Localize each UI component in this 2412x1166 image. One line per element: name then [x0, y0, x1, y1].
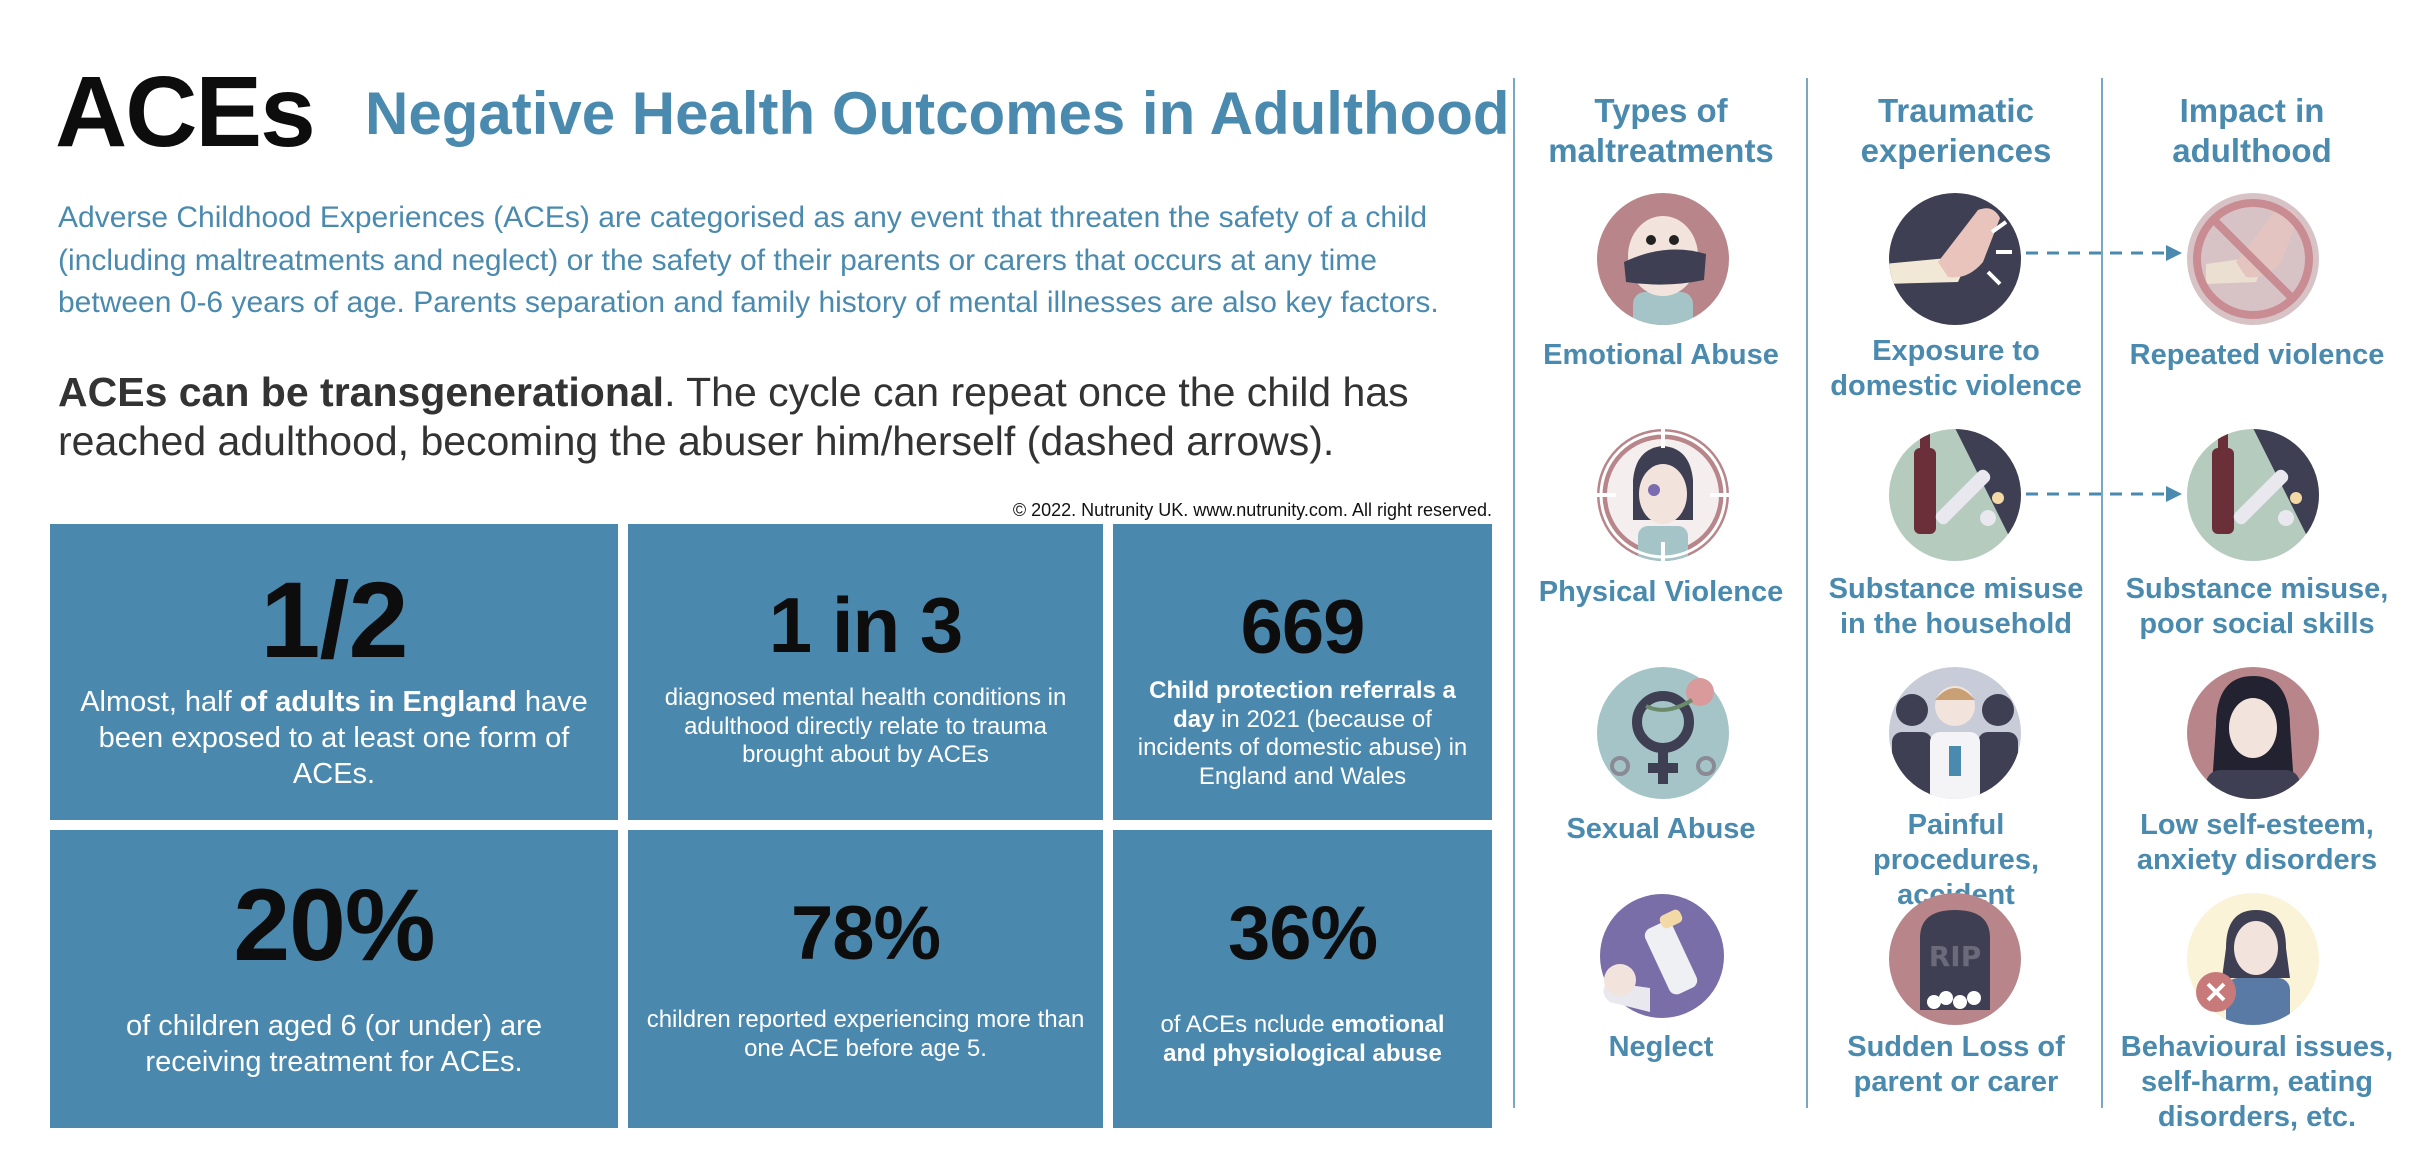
- painful-procedures-icon: [1889, 667, 2021, 799]
- stat-panel-36-percent: 36% of ACEs nclude emotional and physiol…: [1113, 830, 1492, 1128]
- column-divider-3: [2101, 78, 2103, 1108]
- repeated-violence-icon: [2187, 193, 2319, 325]
- stat-value: 78%: [790, 891, 941, 976]
- stat-description: of children aged 6 (or under) are receiv…: [126, 1010, 542, 1078]
- dashed-arrow-row2: [2026, 486, 2182, 502]
- stat-value: 1/2: [260, 559, 408, 680]
- stat-value: 1 in 3: [768, 581, 963, 669]
- copyright-notice: © 2022. Nutrunity UK. www.nutrunity.com.…: [1012, 500, 1492, 520]
- column-header-types: Types of maltreatments: [1548, 92, 1774, 169]
- label-substance-misuse-household: Substance misuse in the household: [1828, 573, 2084, 640]
- page-subtitle: Negative Health Outcomes in Adulthood: [365, 80, 1510, 147]
- physical-violence-icon: [1596, 428, 1730, 562]
- column-header-traumatic: Traumatic experiences: [1860, 92, 2052, 169]
- stat-panel-78-percent: 78% children reported experiencing more …: [628, 830, 1103, 1128]
- stat-value: 669: [1240, 585, 1366, 670]
- label-repeated-violence: Repeated violence: [2129, 339, 2385, 371]
- stat-description: of ACEs nclude emotional and physiologic…: [1160, 1011, 1445, 1067]
- stat-panel-half: 1/2 Almost, half of adults in England ha…: [50, 524, 618, 820]
- stat-value: 20%: [233, 868, 435, 982]
- sudden-loss-icon: RIP: [1889, 893, 2021, 1025]
- label-substance-misuse-social: Substance misuse, poor social skills: [2125, 573, 2389, 640]
- transgenerational-rest: . The cycle can repeat once the child ha…: [58, 369, 1409, 464]
- label-sudden-loss: Sudden Loss of parent or carer: [1847, 1031, 2065, 1098]
- stat-description: Child protection referrals a day in 2021…: [1137, 677, 1468, 790]
- column-divider-2: [1806, 78, 1808, 1108]
- sexual-abuse-icon: [1597, 667, 1729, 799]
- domestic-violence-icon: [1889, 193, 2021, 325]
- intro-paragraph: Adverse Childhood Experiences (ACEs) are…: [58, 201, 1439, 319]
- label-neglect: Neglect: [1608, 1031, 1714, 1063]
- substance-misuse-adult-icon: [2187, 429, 2319, 561]
- column-header-impact: Impact in adulthood: [2172, 92, 2332, 169]
- transgenerational-bold: ACEs can be transgenerational: [58, 369, 665, 415]
- dashed-arrow-row1: [2026, 245, 2182, 261]
- stat-description: children reported experiencing more than…: [646, 1006, 1085, 1062]
- neglect-icon: [1600, 894, 1724, 1018]
- substance-misuse-icon: [1889, 429, 2021, 561]
- emotional-abuse-icon: [1597, 193, 1729, 325]
- stat-value: 36%: [1227, 891, 1378, 976]
- stat-description: diagnosed mental health conditions in ad…: [664, 684, 1067, 768]
- stat-panel-20-percent: 20% of children aged 6 (or under) are re…: [50, 830, 618, 1128]
- page-title: ACEs: [55, 56, 316, 168]
- column-divider-1: [1513, 78, 1515, 1108]
- label-physical-violence: Physical Violence: [1538, 576, 1784, 608]
- label-sexual-abuse: Sexual Abuse: [1566, 813, 1756, 845]
- label-exposure-domestic-violence: Exposure to domestic violence: [1830, 335, 2082, 402]
- label-behavioural-issues: Behavioural issues, self-harm, eating di…: [2120, 1031, 2394, 1133]
- label-emotional-abuse: Emotional Abuse: [1543, 339, 1779, 371]
- anxiety-disorder-icon: [2187, 667, 2319, 799]
- transgenerational-statement: ACEs can be transgenerational. The cycle…: [58, 368, 1508, 466]
- behavioural-issues-icon: [2187, 893, 2319, 1025]
- rip-text: RIP: [1929, 940, 1982, 973]
- stat-panel-669: 669 Child protection referrals a day in …: [1113, 524, 1492, 820]
- stat-panel-one-in-three: 1 in 3 diagnosed mental health condition…: [628, 524, 1103, 820]
- label-low-self-esteem: Low self-esteem, anxiety disorders: [2136, 809, 2378, 876]
- stat-description: Almost, half of adults in England have b…: [80, 686, 588, 790]
